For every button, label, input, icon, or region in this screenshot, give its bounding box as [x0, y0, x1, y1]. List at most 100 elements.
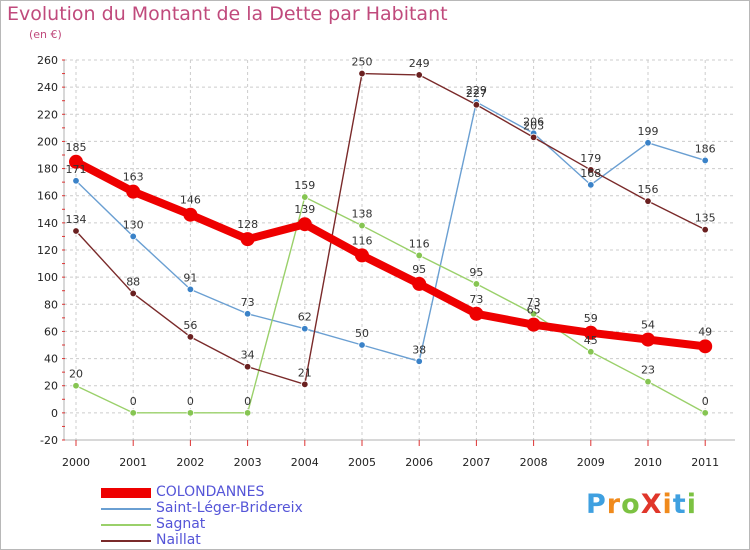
data-label: 199 [638, 125, 659, 138]
data-label: 95 [412, 263, 426, 276]
data-point [358, 69, 366, 78]
data-label: 20 [69, 368, 83, 381]
data-label: 21 [298, 366, 312, 379]
data-point [587, 181, 595, 189]
y-tick-label: 200 [37, 135, 58, 148]
x-tick-label: 2008 [520, 456, 548, 469]
y-tick-label: 220 [37, 108, 58, 121]
data-point [415, 71, 423, 79]
data-point [701, 156, 709, 165]
data-label: 116 [352, 234, 373, 247]
data-point [72, 382, 80, 390]
y-tick-label: -20 [40, 434, 58, 447]
data-point [72, 227, 80, 235]
y-tick-label: 60 [44, 325, 58, 338]
data-point [469, 306, 484, 321]
data-point [297, 217, 312, 232]
data-label: 229 [466, 84, 487, 97]
legend-label: Saint-Léger-Bridereix [156, 500, 303, 516]
data-label: 116 [409, 237, 430, 250]
data-label: 34 [241, 349, 255, 362]
data-label: 59 [584, 312, 598, 325]
legend-swatch [101, 508, 151, 510]
x-tick-label: 2001 [119, 456, 147, 469]
data-point [355, 248, 369, 263]
x-tick-label: 2005 [348, 456, 376, 469]
y-tick-label: 160 [37, 190, 58, 203]
data-label: 91 [183, 271, 197, 284]
legend-swatch [101, 524, 151, 526]
data-point [243, 363, 252, 371]
data-point [641, 332, 655, 347]
logo-letter: i [686, 489, 697, 520]
data-label: 156 [638, 183, 659, 196]
data-label: 73 [527, 296, 541, 309]
data-label: 73 [241, 296, 255, 309]
data-label: 227 [466, 87, 487, 100]
y-tick-label: 260 [37, 54, 58, 67]
y-tick-label: 240 [37, 81, 58, 94]
data-point [358, 221, 366, 230]
y-tick-label: 120 [37, 244, 58, 257]
x-tick-label: 2009 [577, 456, 605, 469]
logo-letter: X [640, 489, 663, 520]
y-tick-label: 80 [44, 298, 58, 311]
x-tick-label: 2003 [234, 456, 262, 469]
series-line-naillat [75, 72, 706, 386]
data-point [701, 409, 709, 417]
data-label: 135 [695, 212, 716, 225]
data-point [415, 357, 423, 365]
data-point [526, 317, 541, 332]
data-point [358, 341, 366, 349]
data-label: 54 [641, 319, 655, 332]
data-point [472, 101, 481, 109]
series-line-saint-l-ger-bridereix [75, 101, 706, 362]
legend-label: Sagnat [156, 516, 206, 532]
data-point [301, 380, 309, 389]
proxiti-logo: ProXiti [586, 489, 697, 520]
data-label: 73 [469, 293, 483, 306]
data-label: 146 [180, 194, 201, 207]
data-label: 134 [66, 213, 87, 226]
unit-label: (en €) [29, 28, 62, 41]
data-point [644, 139, 652, 147]
data-label: 186 [695, 142, 716, 155]
data-label: 38 [412, 343, 426, 356]
data-point [587, 166, 595, 174]
data-label: 159 [294, 179, 315, 192]
data-point [701, 225, 709, 234]
data-label: 139 [294, 203, 315, 216]
data-label: 168 [580, 167, 601, 180]
data-point [412, 276, 427, 291]
data-label: 249 [409, 57, 430, 70]
data-label: 206 [523, 115, 544, 128]
y-tick-label: 0 [51, 407, 58, 420]
x-tick-label: 2011 [691, 456, 719, 469]
data-label: 185 [66, 141, 87, 154]
series-line-colondannes [72, 157, 710, 351]
data-point [129, 289, 137, 298]
data-label: 128 [237, 218, 258, 231]
data-label: 45 [584, 334, 598, 347]
logo-letter: r [606, 489, 622, 520]
data-point [72, 177, 80, 185]
data-point [69, 154, 83, 169]
data-point [183, 207, 198, 222]
logo-letter: i [662, 489, 673, 520]
legend-label: COLONDANNES [156, 484, 265, 500]
y-tick-label: 180 [37, 163, 58, 176]
data-label: 23 [641, 364, 655, 377]
data-label: 56 [183, 319, 197, 332]
data-label: 179 [580, 152, 601, 165]
data-label: 0 [187, 395, 194, 408]
data-point [472, 280, 481, 288]
data-point [583, 325, 598, 340]
data-label: 62 [298, 311, 312, 324]
y-tick-label: 40 [44, 353, 58, 366]
logo-letter: o [621, 489, 641, 520]
data-label: 130 [123, 218, 144, 231]
data-point [243, 409, 252, 417]
data-point [587, 348, 595, 356]
x-tick-label: 2007 [462, 456, 490, 469]
